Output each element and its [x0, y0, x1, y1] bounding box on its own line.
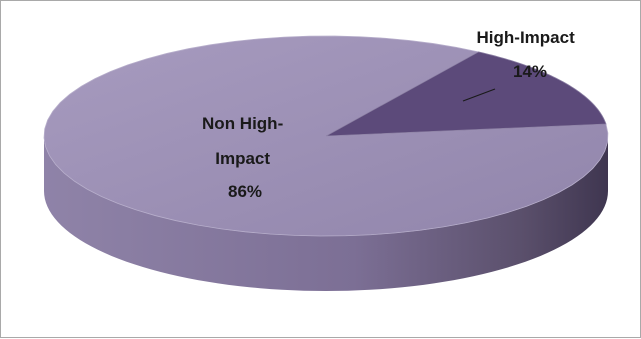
non-high-impact-label-value: 86% — [228, 182, 262, 201]
non-high-impact-label: Non High- Impact 86% — [202, 114, 288, 201]
pie-side-wall-path — [44, 136, 608, 291]
high-impact-label-line-1: High-Impact — [477, 28, 576, 47]
high-impact-label: High-Impact 14% — [477, 28, 580, 81]
high-impact-label-value: 14% — [513, 62, 547, 81]
pie-side-wall — [44, 136, 608, 291]
non-high-impact-label-line-2: Impact — [215, 149, 270, 168]
high-impact-leader-line — [462, 88, 496, 102]
pie-slice-high-impact — [325, 51, 607, 137]
non-high-impact-label-line-1: Non High- — [202, 114, 283, 133]
